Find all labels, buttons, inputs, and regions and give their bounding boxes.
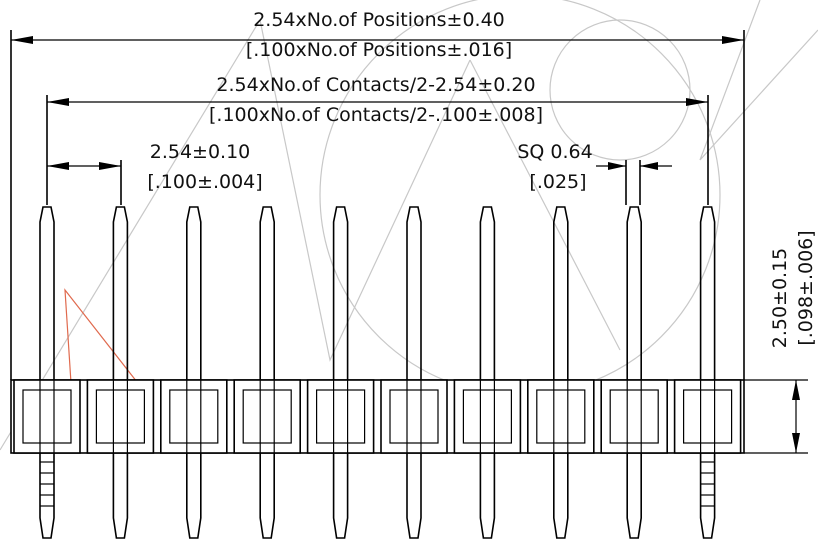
pin-bottom [332,453,349,539]
square-imperial-label: [.025] [529,171,586,193]
housing-cell-inner [169,389,219,444]
pin-bottom [112,453,129,539]
housing-cell-inner [95,389,146,444]
housing-cell [306,379,375,454]
contacts-imperial-label: [.100xNo.of Contacts/2-.100±.008] [209,104,543,126]
housing-cell [86,379,155,454]
pin-bottom [699,453,716,539]
overall-metric-label: 2.54xNo.of Positions±0.40 [253,9,505,31]
pin-top [626,206,642,380]
pin-bottom [39,453,55,539]
housing-cell-inner [462,389,512,444]
pin-bottom [259,453,275,539]
overall-dimension: 2.54xNo.of Positions±0.40 [.100xNo.of Po… [10,9,745,380]
housing-cell [380,379,448,454]
housing-cell [233,379,301,454]
housing-cell [526,379,595,454]
square-pin-dimension: SQ 0.64 [.025] [517,141,672,205]
pin-top [39,206,55,380]
pitch-dimension: 2.54±0.10 [.100±.004] [47,141,263,205]
housing-cell-inner [682,389,733,444]
pin-bottom [406,453,422,539]
contacts-metric-label: 2.54xNo.of Contacts/2-2.54±0.20 [216,74,535,96]
housing-cell-inner [536,389,586,444]
pin-top [406,206,422,380]
housing-cell-inner [609,389,659,444]
pitch-metric-label: 2.54±0.10 [150,141,251,163]
pin-top [332,206,349,380]
housing-cell-inner [389,389,439,444]
pin-bottom [479,453,496,539]
pin-top [479,206,496,380]
square-metric-label: SQ 0.64 [517,141,592,163]
pin-bottom [553,453,569,539]
watermark-logo [0,0,818,451]
housing-cell-inner [316,389,366,444]
pin-top [112,206,129,380]
pin-bottom [626,453,642,539]
pin-top [699,206,716,380]
housing-cell [600,379,669,454]
overall-imperial-label: [.100xNo.of Positions±.016] [246,39,512,61]
height-imperial-label: [.098±.006] [795,230,817,345]
housing-cell-inner [242,389,292,444]
housing-cell [453,379,522,454]
contacts-dimension: 2.54xNo.of Contacts/2-2.54±0.20 [.100xNo… [46,74,709,205]
height-metric-label: 2.50±0.15 [769,248,791,349]
pin-top [186,206,202,380]
pitch-imperial-label: [.100±.004] [147,171,262,193]
pin-row [39,206,716,539]
housing-cell-inner [22,389,72,444]
housing-cell [13,379,81,454]
housing-cell [673,379,742,454]
housing-cell [160,379,228,454]
pin-top [259,206,275,380]
pin-top [553,206,569,380]
height-dimension: 2.50±0.15 [.098±.006] [744,230,817,454]
connector-housing [10,379,745,454]
pin-bottom [186,453,202,539]
